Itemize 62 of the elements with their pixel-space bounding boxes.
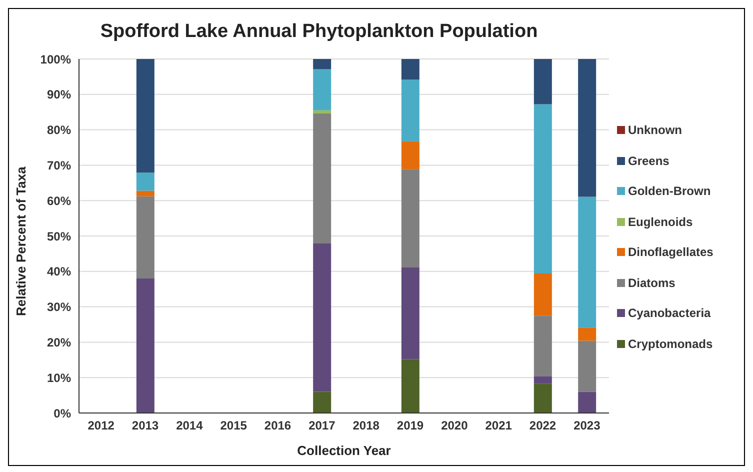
bar [401,141,420,170]
y-tick-label: 30% [46,300,72,314]
y-tick-label: 10% [46,370,72,385]
bar [401,267,420,360]
bar [313,69,332,110]
bar [313,392,332,413]
bar [313,110,332,114]
bar [401,169,420,268]
bar [401,59,420,80]
bar [313,243,332,392]
bar [401,80,420,142]
legend-label: Golden-Brown [628,184,711,198]
bar [136,190,154,196]
y-tick-label: 70% [46,158,72,172]
legend-label: Diatoms [628,276,676,290]
x-tick-label: 2016 [264,418,292,433]
x-tick-label: 2013 [132,418,159,433]
bar [313,59,332,70]
bar [401,359,420,413]
bar [578,328,596,341]
legend-label: Cryptomonads [628,336,713,351]
bar [578,340,596,392]
x-tick-label: 2017 [308,418,336,433]
y-tick-label: 90% [46,88,72,102]
bar [136,172,154,191]
bar [313,114,332,244]
legend-label: Euglenoids [628,214,693,229]
bar [578,196,596,328]
y-tick-label: 100% [40,52,72,66]
y-tick-label: 50% [46,229,72,244]
legend-label: Greens [628,154,670,168]
bar [578,392,596,413]
bar [534,274,552,316]
legend-label: Dinoflagellates [628,245,714,260]
bar [534,316,552,376]
x-tick-label: 2020 [441,418,468,433]
y-tick-label: 20% [46,335,72,350]
y-tick-label: 40% [46,264,72,279]
y-tick-label: 60% [46,194,72,208]
x-tick-label: 2015 [220,418,248,433]
x-tick-label: 2018 [352,418,380,433]
x-axis-title: Collection Year [297,443,391,458]
y-axis-title: Relative Percent of Taxa [14,166,29,316]
x-tick-label: 2022 [529,418,556,433]
bar [136,278,154,413]
bar [136,59,154,173]
bar [578,59,596,197]
x-tick-label: 2014 [176,418,204,433]
y-tick-label: 0% [54,406,72,420]
x-tick-label: 2023 [574,418,601,433]
x-tick-label: 2019 [396,418,424,433]
legend-label: Cyanobacteria [628,306,711,320]
bar [534,384,552,413]
bar [534,376,552,384]
bar [534,59,552,104]
y-tick-label: 80% [46,123,72,138]
bar [534,104,552,274]
x-tick-label: 2012 [88,418,115,433]
bar [136,196,154,278]
legend-label: Unknown [628,123,682,138]
chart-title: Spofford Lake Annual Phytoplankton Population [99,21,539,43]
x-tick-label: 2021 [485,418,512,433]
